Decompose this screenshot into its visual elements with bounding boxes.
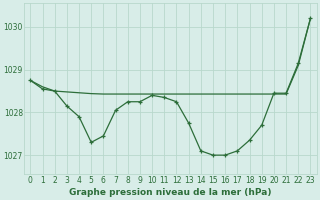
X-axis label: Graphe pression niveau de la mer (hPa): Graphe pression niveau de la mer (hPa) (69, 188, 272, 197)
